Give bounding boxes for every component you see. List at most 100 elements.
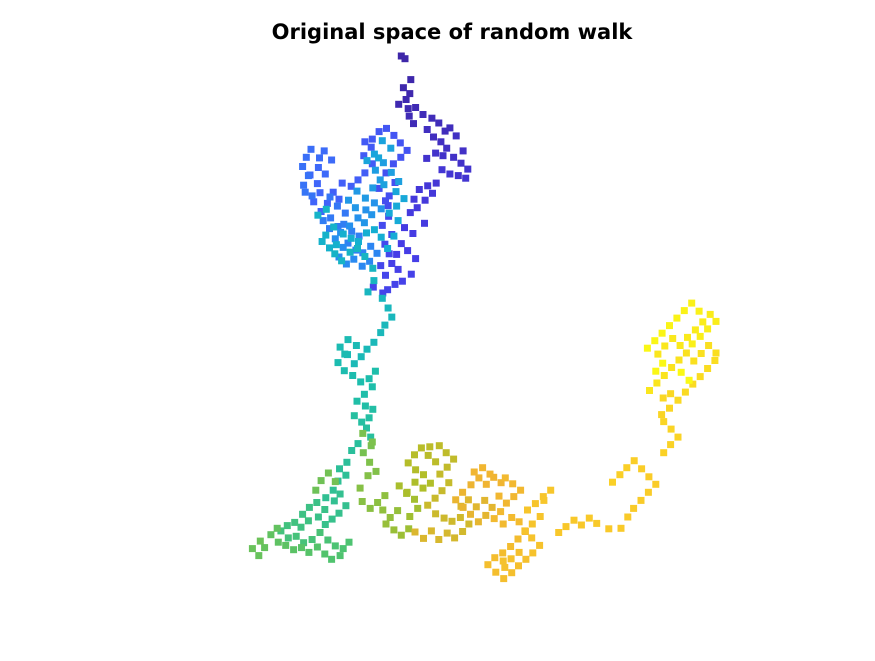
data-point	[426, 443, 434, 451]
data-point	[424, 182, 432, 190]
data-point	[369, 405, 377, 413]
data-point	[456, 514, 464, 521]
data-point	[304, 517, 312, 525]
data-point	[334, 359, 342, 367]
data-point	[336, 343, 344, 351]
data-point	[283, 522, 291, 530]
data-point	[431, 494, 439, 502]
data-point	[499, 557, 507, 565]
data-point	[528, 520, 536, 528]
data-point	[396, 139, 404, 147]
data-point	[321, 550, 329, 558]
data-point	[334, 223, 342, 230]
data-point	[397, 531, 405, 539]
data-point	[248, 545, 256, 553]
data-point	[491, 554, 499, 562]
data-point	[474, 518, 482, 526]
data-point	[375, 154, 383, 162]
data-point	[322, 205, 330, 213]
data-point	[369, 184, 377, 192]
data-point	[267, 531, 275, 539]
data-point	[452, 132, 460, 140]
data-point	[384, 286, 392, 294]
data-point	[390, 131, 398, 139]
data-point	[382, 197, 389, 205]
data-point	[357, 353, 365, 361]
data-point	[316, 529, 324, 536]
data-point	[667, 441, 675, 449]
data-point	[644, 488, 652, 496]
data-point	[318, 238, 326, 245]
data-point	[411, 478, 419, 486]
data-point	[332, 241, 340, 249]
data-point	[331, 250, 339, 258]
data-point	[419, 111, 427, 118]
data-point	[322, 231, 330, 239]
data-point	[436, 470, 444, 478]
data-point	[375, 184, 383, 192]
data-point	[652, 367, 660, 375]
data-point	[336, 465, 343, 473]
data-point	[370, 226, 378, 234]
data-point	[684, 333, 691, 341]
data-point	[354, 176, 362, 184]
data-point	[660, 372, 668, 379]
data-point	[459, 528, 467, 535]
data-point	[336, 552, 344, 560]
data-point	[500, 575, 508, 583]
data-point	[382, 169, 390, 177]
data-point	[277, 527, 285, 535]
data-point	[699, 318, 707, 326]
data-point	[651, 337, 659, 345]
data-point	[256, 537, 264, 545]
data-point	[377, 262, 385, 270]
data-point	[464, 165, 472, 173]
data-point	[562, 523, 570, 531]
data-point	[345, 196, 352, 204]
data-point	[366, 257, 374, 265]
data-point	[406, 209, 414, 217]
data-point	[397, 240, 405, 248]
data-point	[358, 262, 366, 270]
data-point	[486, 470, 494, 478]
data-point	[577, 521, 585, 529]
data-point	[666, 322, 673, 330]
data-point	[472, 503, 480, 511]
data-point	[384, 202, 392, 210]
data-point	[378, 137, 386, 145]
data-point	[482, 511, 490, 519]
data-point	[354, 214, 362, 222]
data-point	[437, 138, 445, 146]
data-point	[344, 239, 352, 247]
data-point	[593, 519, 601, 527]
data-point	[467, 481, 475, 489]
data-point	[282, 541, 290, 549]
data-point	[328, 515, 336, 523]
data-point	[531, 500, 539, 508]
data-point	[342, 260, 350, 268]
data-point	[688, 340, 696, 348]
data-point	[349, 372, 357, 379]
data-point	[666, 404, 673, 412]
data-point	[326, 225, 333, 233]
data-point	[423, 126, 431, 133]
data-point	[322, 494, 330, 502]
data-point	[353, 397, 361, 405]
data-point	[402, 96, 410, 103]
data-point	[313, 180, 321, 188]
data-point	[351, 204, 359, 212]
data-point	[426, 479, 434, 487]
data-point	[659, 394, 667, 402]
data-point	[371, 166, 379, 174]
data-point	[675, 356, 683, 364]
data-point	[382, 520, 390, 528]
data-point	[381, 240, 389, 248]
data-point	[360, 390, 368, 398]
data-point	[501, 474, 509, 482]
data-point	[384, 304, 392, 312]
data-point	[330, 223, 338, 231]
data-point	[339, 545, 347, 553]
data-point	[510, 493, 518, 501]
data-point	[369, 283, 377, 291]
